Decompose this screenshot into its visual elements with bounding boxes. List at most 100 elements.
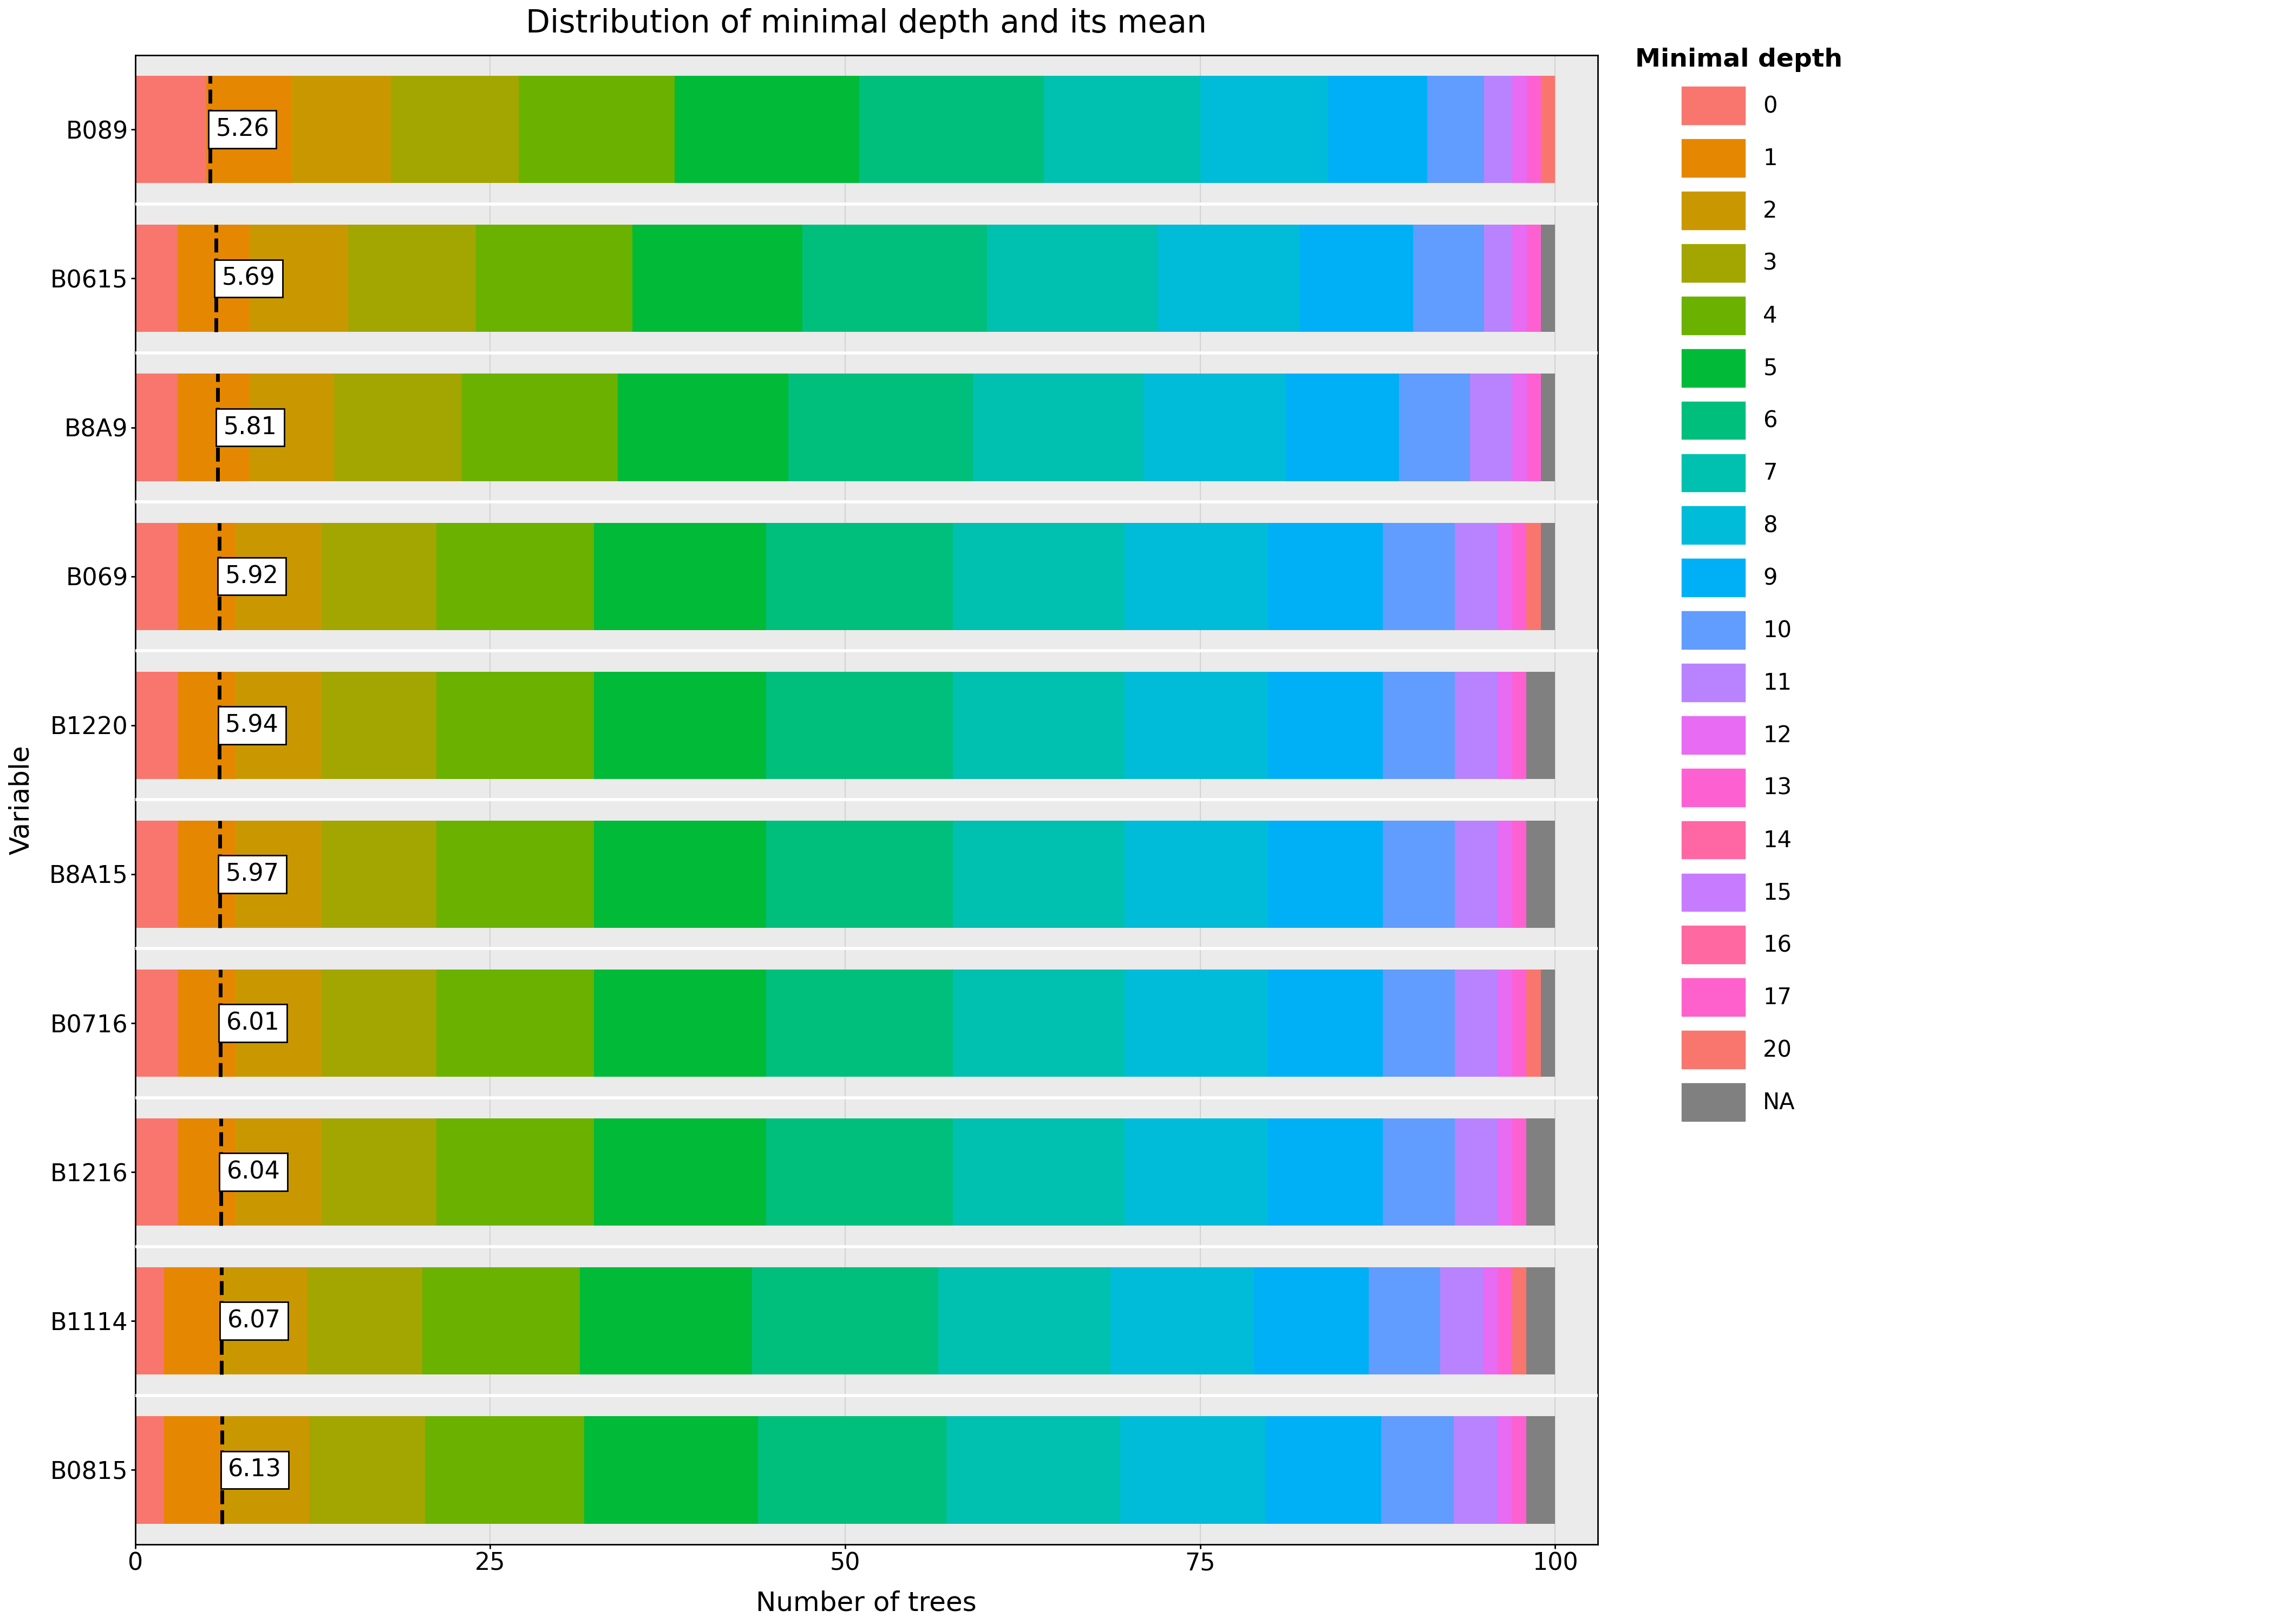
Bar [164, 1416, 223, 1523]
Bar [1201, 76, 1328, 184]
Bar [1483, 1267, 1499, 1374]
Bar [321, 970, 437, 1077]
Bar [1121, 1416, 1264, 1523]
Bar [309, 1416, 425, 1523]
Bar [1455, 672, 1499, 780]
Text: 5.94: 5.94 [225, 713, 280, 737]
Bar [1526, 374, 1542, 481]
Bar [1383, 523, 1455, 630]
Bar [1126, 970, 1269, 1077]
Bar [236, 1119, 321, 1226]
Bar [1512, 672, 1526, 780]
Bar [1383, 672, 1455, 780]
Bar [1526, 1416, 1555, 1523]
Text: 5.69: 5.69 [221, 266, 275, 291]
Bar [1269, 820, 1383, 927]
Bar [177, 970, 236, 1077]
Text: 6.04: 6.04 [227, 1161, 280, 1184]
Bar [134, 820, 177, 927]
Bar [584, 1416, 757, 1523]
Bar [675, 76, 860, 184]
Bar [321, 1119, 437, 1226]
Bar [1455, 970, 1499, 1077]
Bar [619, 374, 789, 481]
Bar [1526, 523, 1542, 630]
Bar [1126, 672, 1269, 780]
Bar [223, 1416, 309, 1523]
Bar [164, 1267, 221, 1374]
Bar [939, 1267, 1110, 1374]
Bar [177, 374, 248, 481]
Bar [134, 1267, 164, 1374]
Bar [1399, 374, 1469, 481]
Bar [1264, 1416, 1380, 1523]
Bar [425, 1416, 584, 1523]
Bar [1526, 672, 1555, 780]
Bar [462, 374, 619, 481]
Bar [248, 374, 334, 481]
Bar [1298, 224, 1412, 331]
Bar [134, 1416, 164, 1523]
Bar [1157, 224, 1298, 331]
Text: 6.01: 6.01 [225, 1012, 280, 1034]
Bar [437, 820, 594, 927]
Bar [248, 224, 348, 331]
Bar [1455, 1119, 1499, 1226]
Bar [177, 523, 236, 630]
Y-axis label: Variable: Variable [9, 745, 34, 854]
Bar [134, 374, 177, 481]
Text: 5.92: 5.92 [225, 565, 277, 588]
Bar [1526, 820, 1555, 927]
Text: 5.81: 5.81 [223, 416, 277, 438]
Bar [1455, 820, 1499, 927]
Bar [1526, 1119, 1555, 1226]
Bar [1126, 523, 1269, 630]
Bar [1542, 374, 1555, 481]
Bar [321, 672, 437, 780]
Bar [348, 224, 475, 331]
Bar [1512, 820, 1526, 927]
Bar [423, 1267, 580, 1374]
Text: 5.26: 5.26 [216, 119, 268, 141]
Bar [1380, 1416, 1453, 1523]
Bar [973, 374, 1144, 481]
Bar [1512, 224, 1526, 331]
Text: 6.07: 6.07 [227, 1309, 280, 1333]
Bar [1526, 970, 1542, 1077]
Bar [1469, 374, 1512, 481]
Bar [291, 76, 391, 184]
Bar [437, 672, 594, 780]
Bar [1044, 76, 1201, 184]
Bar [1512, 1119, 1526, 1226]
Bar [1499, 1267, 1512, 1374]
Bar [1369, 1267, 1439, 1374]
Bar [518, 76, 675, 184]
Bar [1526, 1267, 1555, 1374]
Bar [1126, 820, 1269, 927]
Bar [207, 76, 291, 184]
Bar [134, 970, 177, 1077]
Bar [177, 224, 248, 331]
Bar [334, 374, 462, 481]
Bar [391, 76, 518, 184]
Bar [1269, 672, 1383, 780]
Text: 6.13: 6.13 [227, 1458, 282, 1481]
Bar [803, 224, 987, 331]
Bar [1269, 1119, 1383, 1226]
Bar [1512, 970, 1526, 1077]
Bar [953, 672, 1126, 780]
Bar [594, 672, 766, 780]
Bar [1542, 970, 1555, 1077]
Bar [236, 970, 321, 1077]
Bar [1499, 970, 1512, 1077]
Bar [134, 76, 207, 184]
Bar [1253, 1267, 1369, 1374]
Bar [1512, 1416, 1526, 1523]
Bar [1383, 970, 1455, 1077]
Bar [177, 1119, 236, 1226]
Bar [1499, 1119, 1512, 1226]
Bar [1285, 374, 1399, 481]
Bar [953, 1119, 1126, 1226]
Bar [475, 224, 632, 331]
Bar [1126, 1119, 1269, 1226]
